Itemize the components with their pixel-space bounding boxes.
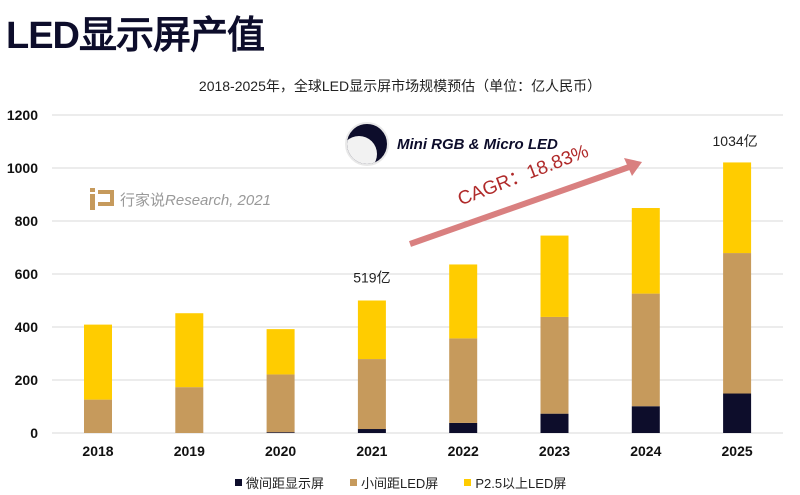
bar-segment [540, 413, 569, 433]
bar-segment [175, 387, 204, 433]
x-tick-label: 2019 [174, 443, 205, 459]
legend-label: 微间距显示屏 [246, 476, 325, 491]
y-tick-label: 1000 [7, 160, 38, 176]
chart-title: 2018-2025年，全球LED显示屏市场规模预估（单位：亿人民币） [198, 78, 602, 94]
legend-item-p25: P2.5以上LED屏 [464, 473, 566, 492]
data-label-2025: 1034亿 [713, 133, 758, 149]
bar-segment [357, 359, 386, 430]
y-tick-label: 1200 [7, 107, 38, 123]
y-tick-label: 0 [30, 425, 38, 441]
legend-swatch [350, 479, 358, 486]
y-tick-label: 600 [15, 266, 39, 282]
legend-item-micro-pitch: 微间距显示屏 [235, 473, 324, 492]
cagr-arrow [409, 163, 633, 247]
bar-segment [84, 324, 112, 400]
legend-swatch [235, 479, 242, 486]
bar-segment [540, 316, 569, 414]
legend-label: 小间距LED屏 [361, 476, 439, 491]
legend-swatch [464, 479, 472, 486]
rocket-moon-icon [345, 122, 389, 166]
bar-segment [723, 162, 752, 254]
data-label-2021: 519亿 [353, 270, 390, 286]
bar-segment [175, 313, 204, 388]
bar-segment [540, 235, 569, 317]
x-tick-label: 2021 [356, 443, 387, 459]
bar-segment [449, 338, 478, 423]
mini-micro-led-badge: Mini RGB & Micro LED [345, 122, 558, 166]
cagr-arrowhead [624, 158, 642, 176]
x-tick-label: 2025 [722, 443, 753, 459]
legend-item-small-pitch: 小间距LED屏 [350, 473, 438, 492]
bar-segment [266, 432, 295, 433]
x-tick-label: 2023 [539, 443, 570, 459]
page-title: LED显示屏产值 [6, 15, 265, 57]
watermark-text: Research, 2021 [165, 191, 271, 209]
brand-logo-icon [90, 188, 114, 210]
y-tick-label: 200 [15, 372, 39, 388]
badge-text: Mini RGB & Micro LED [397, 135, 558, 153]
watermark: 行家说Research, 2021 [90, 188, 271, 210]
bar-segment [357, 300, 386, 360]
y-tick-label: 800 [15, 213, 39, 229]
x-tick-label: 2020 [265, 443, 296, 459]
x-tick-label: 2024 [630, 443, 661, 459]
bar-segment [449, 422, 478, 433]
bar-segment [631, 293, 660, 407]
legend: 微间距显示屏 小间距LED屏 P2.5以上LED屏 [235, 473, 566, 492]
bar-segment [266, 329, 295, 375]
bar-segment [357, 429, 386, 433]
bar-segment [84, 399, 112, 433]
bar-segment [449, 264, 478, 339]
legend-label: P2.5以上LED屏 [475, 476, 567, 491]
bar-segment [723, 393, 752, 433]
x-tick-label: 2022 [448, 443, 479, 459]
bar-segment [631, 406, 660, 433]
bar-segment [631, 208, 660, 294]
y-tick-label: 400 [15, 319, 39, 335]
x-tick-label: 2018 [82, 443, 113, 459]
bar-segment [266, 374, 295, 433]
bar-segment [723, 253, 752, 394]
watermark-brand: 行家说 [120, 191, 166, 209]
